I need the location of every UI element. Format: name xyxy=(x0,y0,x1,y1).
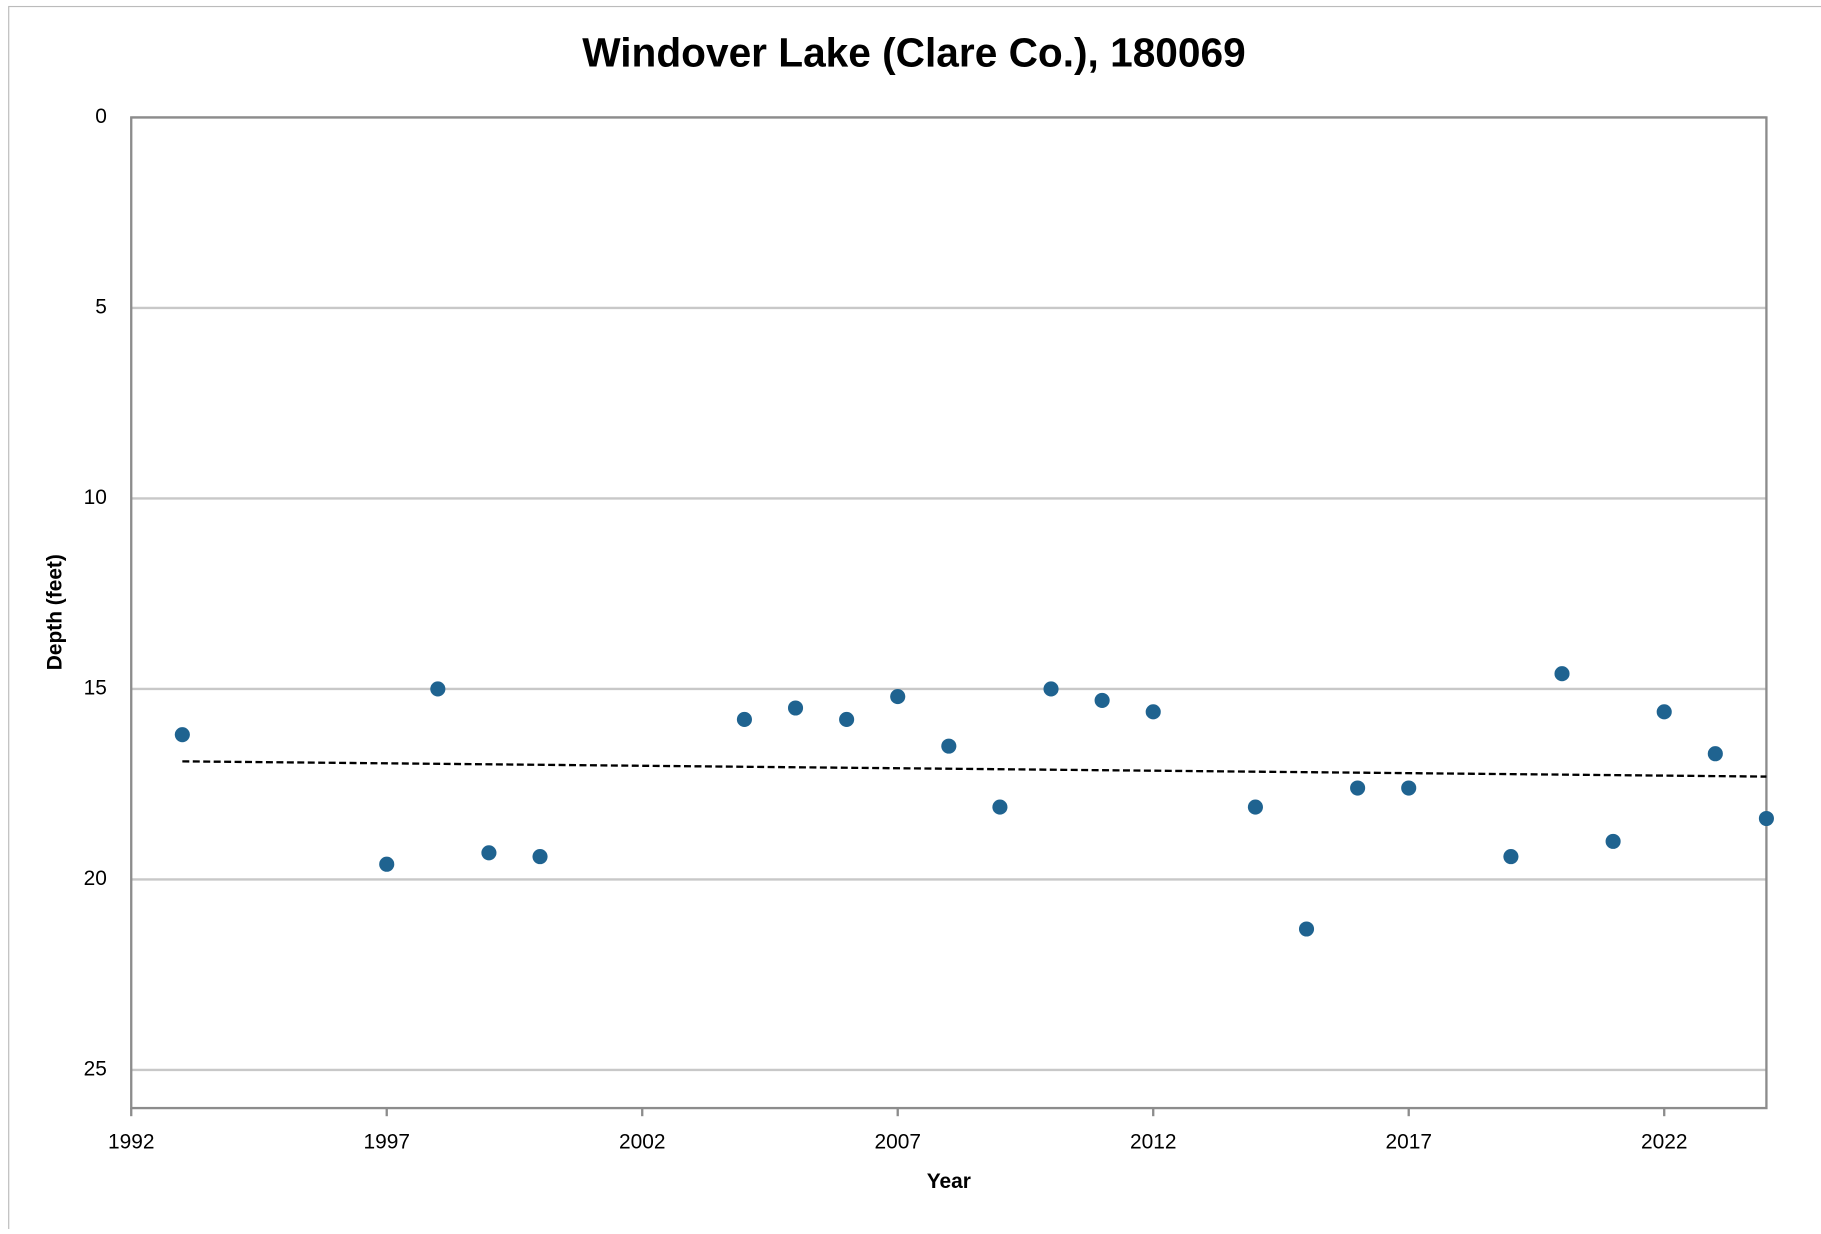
x-axis-label: Year xyxy=(927,1170,971,1193)
chart-title: Windover Lake (Clare Co.), 180069 xyxy=(582,30,1245,76)
data-point xyxy=(736,711,752,727)
y-tick-label: 0 xyxy=(95,105,107,128)
data-point xyxy=(379,856,395,872)
data-point xyxy=(1554,666,1570,682)
data-point xyxy=(1707,746,1723,762)
chart-frame xyxy=(8,5,1821,1234)
data-point xyxy=(992,799,1008,815)
y-tick-label: 10 xyxy=(84,486,107,509)
data-point xyxy=(1656,704,1672,720)
x-tick-label: 2012 xyxy=(1130,1130,1176,1153)
data-point xyxy=(1401,780,1417,796)
x-tick-label: 1992 xyxy=(108,1130,154,1153)
data-point xyxy=(1503,849,1519,865)
data-point xyxy=(1350,780,1366,796)
x-tick-label: 1997 xyxy=(363,1130,409,1153)
data-point xyxy=(481,845,497,861)
data-point xyxy=(890,689,906,705)
data-point xyxy=(941,738,957,754)
data-point xyxy=(1247,799,1263,815)
data-point xyxy=(1758,810,1774,827)
y-axis-label: Depth (feet) xyxy=(43,554,66,670)
data-point xyxy=(839,711,855,727)
data-point xyxy=(430,681,446,697)
data-point xyxy=(787,700,804,716)
data-point xyxy=(1094,692,1110,708)
x-tick-label: 2002 xyxy=(619,1130,665,1153)
y-tick-label: 20 xyxy=(84,867,107,890)
data-point xyxy=(1145,704,1161,720)
data-point xyxy=(1043,681,1059,697)
plot-frame xyxy=(130,116,1768,1110)
data-point xyxy=(1298,921,1315,937)
data-point xyxy=(174,727,190,743)
x-tick-label: 2007 xyxy=(874,1130,920,1153)
y-tick-label: 15 xyxy=(84,676,107,699)
data-point xyxy=(532,849,548,865)
trend-line xyxy=(182,760,1767,778)
y-tick-label: 25 xyxy=(84,1057,107,1080)
y-tick-label: 5 xyxy=(95,295,107,318)
x-tick-label: 2017 xyxy=(1385,1130,1431,1153)
data-point xyxy=(1605,833,1621,849)
x-tick-label: 2022 xyxy=(1641,1130,1687,1153)
